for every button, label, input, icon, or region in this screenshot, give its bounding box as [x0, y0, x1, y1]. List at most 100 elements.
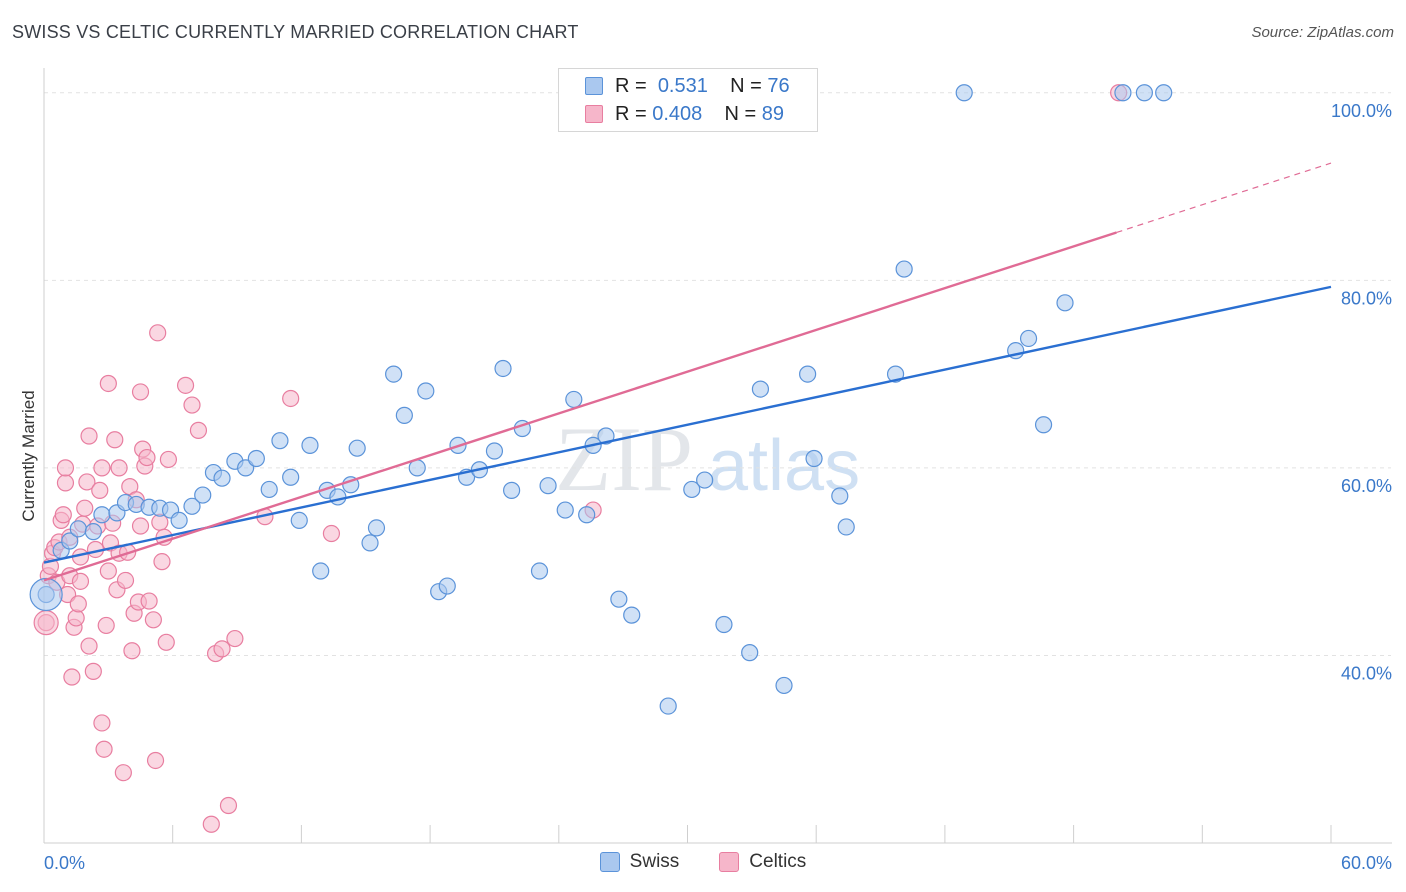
swiss-swatch [585, 77, 603, 95]
data-point [56, 474, 75, 492]
data-point [84, 662, 102, 680]
legend-row-swiss: R = 0.531 N = 76 [585, 73, 790, 99]
bottom-legend: Swiss Celtics [0, 851, 1406, 873]
data-point [775, 676, 793, 695]
data-point [146, 751, 165, 770]
data-point-cluster [29, 577, 63, 612]
data-point [110, 459, 128, 477]
data-point [494, 359, 512, 378]
data-point [213, 469, 231, 487]
data-point [99, 374, 117, 393]
data-point [659, 697, 677, 715]
swiss-points [29, 84, 1173, 715]
celtics-trend-line [43, 231, 1117, 582]
data-point [131, 517, 150, 535]
zipatlas-watermark: ZIP atlas [555, 408, 860, 510]
data-point [114, 764, 132, 782]
data-point [741, 644, 759, 662]
data-point [76, 499, 94, 517]
celtics-r-label: R = [615, 102, 647, 125]
data-point [301, 436, 319, 454]
data-point [93, 714, 111, 732]
data-point [1019, 329, 1038, 348]
data-point [69, 595, 87, 613]
data-point [895, 260, 913, 278]
data-point [56, 459, 75, 477]
data-point [93, 506, 111, 524]
data-point [799, 365, 817, 383]
data-point [361, 534, 379, 552]
y-tick-label: 40.0% [1341, 663, 1392, 683]
swiss-legend-label: Swiss [629, 851, 680, 872]
data-point [395, 406, 413, 424]
data-point [312, 562, 330, 580]
celtics-points [33, 84, 1128, 833]
y-tick-label: 100.0% [1331, 101, 1392, 121]
data-point [751, 380, 770, 398]
legend: R = 0.531 N = 76 R = 0.408 N = 89 [558, 68, 818, 132]
data-point [805, 449, 823, 468]
swiss-n-value: 76 [767, 74, 790, 97]
trend-lines [43, 162, 1332, 582]
data-point [530, 562, 549, 580]
data-point [116, 571, 135, 590]
data-point [183, 396, 201, 414]
data-point [260, 480, 278, 499]
celtics-n-value: 89 [761, 102, 785, 125]
celtics-r-value: 0.408 [652, 102, 703, 125]
data-point [565, 390, 583, 409]
data-point [80, 637, 98, 655]
data-point [106, 431, 124, 449]
y-tick-label: 60.0% [1341, 476, 1392, 496]
data-point [140, 592, 158, 610]
data-point [97, 616, 115, 635]
data-point [610, 590, 628, 608]
data-point [237, 459, 255, 477]
data-point [194, 486, 212, 504]
data-point [157, 633, 175, 651]
celtics-legend-swatch [719, 852, 740, 872]
data-point [503, 481, 521, 499]
data-point [348, 439, 366, 457]
data-point [159, 450, 178, 469]
data-point [153, 553, 171, 571]
data-point [91, 481, 109, 499]
legend-row-celtics: R = 0.408 N = 89 [585, 101, 784, 127]
data-point [683, 480, 701, 499]
data-point [219, 796, 238, 815]
swiss-r-label: R = [615, 74, 647, 97]
y-axis-label: Currently Married [19, 390, 38, 521]
data-point [1135, 84, 1153, 102]
data-point [61, 532, 79, 550]
data-point [831, 487, 849, 505]
data-point [578, 506, 596, 524]
bottom-legend-celtics[interactable]: Celtics [719, 851, 806, 873]
data-point [138, 448, 156, 467]
data-point [71, 572, 90, 590]
bottom-legend-swiss[interactable]: Swiss [599, 851, 680, 873]
watermark-zip: ZIP [555, 408, 693, 510]
data-point [183, 497, 201, 515]
data-point [95, 740, 113, 758]
data-point [99, 562, 117, 580]
data-point [556, 501, 574, 519]
chart-title: SWISS VS CELTIC CURRENTLY MARRIED CORREL… [12, 22, 579, 42]
data-point [367, 519, 386, 537]
celtics-legend-label: Celtics [749, 851, 807, 872]
y-tick-label: 80.0% [1341, 288, 1392, 308]
data-point [282, 389, 300, 408]
data-point [485, 442, 504, 460]
data-point [1114, 84, 1132, 102]
x-tick-label: 60.0% [1341, 853, 1392, 873]
data-point [438, 577, 456, 595]
data-point [131, 383, 150, 401]
source-credit: Source: ZipAtlas.com [1251, 24, 1394, 41]
data-point [696, 471, 714, 489]
grid-lines [44, 92, 1391, 656]
data-point [170, 511, 188, 529]
data-point [385, 365, 403, 383]
data-point [329, 488, 347, 506]
data-point [417, 382, 435, 400]
celtics-swatch [585, 105, 603, 123]
